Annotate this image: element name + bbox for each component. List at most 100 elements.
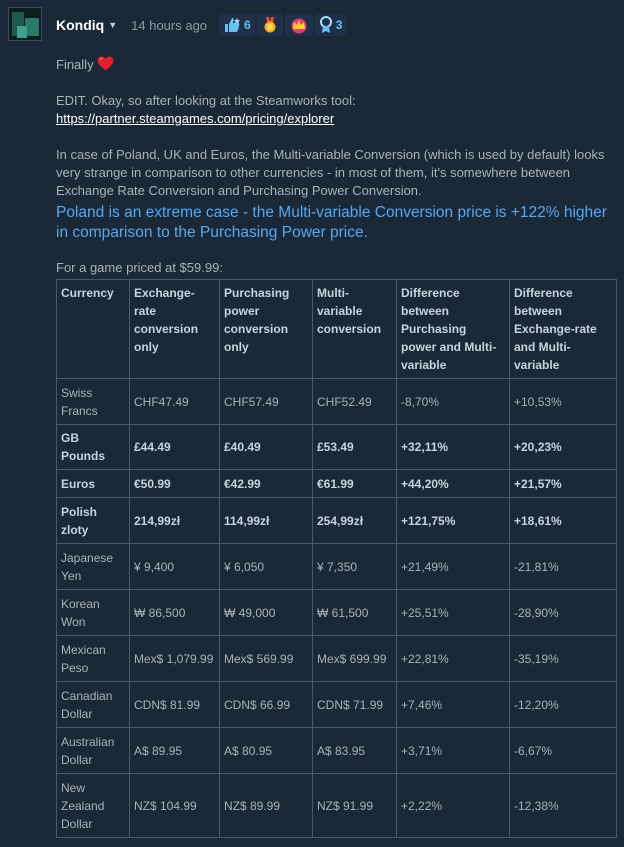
table-row: New Zealand Dollar NZ$ 104.99 NZ$ 89.99 NZ$…: [56, 773, 617, 838]
cell-diff-exchange: -6,67%: [509, 727, 617, 774]
price-table: Currency Exchange-rate conversion only P…: [56, 279, 617, 838]
cell-diff-purchasing: +7,46%: [396, 681, 510, 728]
cell-diff-exchange: +20,23%: [509, 424, 617, 470]
cell-currency: Swiss Francs: [56, 378, 130, 425]
cell-diff-purchasing: +22,81%: [396, 635, 510, 682]
cell-currency: Korean Won: [56, 589, 130, 636]
cell-diff-purchasing: +21,49%: [396, 543, 510, 590]
cell-purchasing-power: ¥ 6,050: [219, 543, 313, 590]
cell-multi-variable: CDN$ 71.99: [312, 681, 397, 728]
text-line: Finally: [56, 56, 616, 74]
table-row: GB Pounds £44.49 £40.49 £53.49 +32,11% +20,23…: [56, 424, 617, 470]
header-diff-exchange: Difference between Exchange-rate and Mul…: [509, 279, 617, 379]
table-row: Mexican Peso Mex$ 1,079.99 Mex$ 569.99 Mex$…: [56, 635, 617, 682]
award-thumbs-up[interactable]: 6: [219, 14, 255, 36]
table-row: Swiss Francs CHF47.49 CHF57.49 CHF52.49 -8,7…: [56, 378, 617, 425]
cell-purchasing-power: Mex$ 569.99: [219, 635, 313, 682]
cell-diff-purchasing: +2,22%: [396, 773, 510, 838]
heart-icon: [97, 56, 114, 71]
avatar[interactable]: [8, 7, 42, 41]
header-diff-purchasing: Difference between Purchasing power and …: [396, 279, 510, 379]
table-row: Korean Won ₩ 86,500 ₩ 49,000 ₩ 61,500 +25,51…: [56, 589, 617, 636]
comment-header: Kondiq ▼ 14 hours ago 6: [56, 14, 348, 36]
highlight-paragraph: Poland is an extreme case - the Multi-va…: [56, 204, 607, 241]
cell-multi-variable: 254,99zł: [312, 497, 397, 544]
cell-exchange-rate: £44.49: [129, 424, 220, 470]
table-row: Japanese Yen ¥ 9,400 ¥ 6,050 ¥ 7,350 +21,49%…: [56, 543, 617, 590]
cell-multi-variable: ¥ 7,350: [312, 543, 397, 590]
gold-medal-award-icon: [264, 17, 276, 33]
cell-diff-exchange: +18,61%: [509, 497, 617, 544]
cell-multi-variable: A$ 83.95: [312, 727, 397, 774]
comment-body: Finally EDIT. Okay, so after looking at …: [56, 56, 617, 838]
cell-diff-exchange: +21,57%: [509, 469, 617, 498]
table-row: Canadian Dollar CDN$ 81.99 CDN$ 66.99 CDN$ …: [56, 681, 617, 728]
table-caption: For a game priced at $59.99:: [56, 260, 223, 275]
cell-diff-exchange: +10,53%: [509, 378, 617, 425]
cell-purchasing-power: ₩ 49,000: [219, 589, 313, 636]
cell-exchange-rate: €50.99: [129, 469, 220, 498]
cell-multi-variable: CHF52.49: [312, 378, 397, 425]
header-exchange-rate: Exchange-rate conversion only: [129, 279, 220, 379]
cell-diff-exchange: -12,20%: [509, 681, 617, 728]
cell-multi-variable: Mex$ 699.99: [312, 635, 397, 682]
cell-exchange-rate: CDN$ 81.99: [129, 681, 220, 728]
cell-purchasing-power: 114,99zł: [219, 497, 313, 544]
cell-purchasing-power: CHF57.49: [219, 378, 313, 425]
cell-exchange-rate: CHF47.49: [129, 378, 220, 425]
cell-diff-purchasing: +32,11%: [396, 424, 510, 470]
cell-diff-purchasing: -8,70%: [396, 378, 510, 425]
cell-multi-variable: ₩ 61,500: [312, 589, 397, 636]
cell-currency: Japanese Yen: [56, 543, 130, 590]
cell-multi-variable: €61.99: [312, 469, 397, 498]
award-count: 3: [335, 18, 343, 32]
cell-currency: Polish zloty: [56, 497, 130, 544]
ribbon-award-icon: [319, 16, 332, 33]
cell-currency: Mexican Peso: [56, 635, 130, 682]
table-row: Euros €50.99 €42.99 €61.99 +44,20% +21,57%: [56, 469, 617, 498]
header-currency: Currency: [56, 279, 130, 379]
award-medal[interactable]: [256, 14, 283, 36]
cell-currency: GB Pounds: [56, 424, 130, 470]
cell-exchange-rate: NZ$ 104.99: [129, 773, 220, 838]
award-count: 6: [244, 18, 251, 32]
header-multi-variable: Multi-variable conversion: [312, 279, 397, 379]
award-ribbon[interactable]: 3: [314, 14, 347, 36]
cell-diff-purchasing: +3,71%: [396, 727, 510, 774]
author-name[interactable]: Kondiq: [56, 17, 105, 33]
chevron-down-icon[interactable]: ▼: [108, 20, 118, 30]
header-purchasing-power: Purchasing power conversion only: [219, 279, 313, 379]
cell-diff-exchange: -35,19%: [509, 635, 617, 682]
table-row: Australian Dollar A$ 89.95 A$ 80.95 A$ 83.9…: [56, 727, 617, 774]
cell-exchange-rate: Mex$ 1,079.99: [129, 635, 220, 682]
cell-currency: Australian Dollar: [56, 727, 130, 774]
cell-purchasing-power: £40.49: [219, 424, 313, 470]
cell-currency: Euros: [56, 469, 130, 498]
edit-text: EDIT. Okay, so after looking at the Stea…: [56, 93, 356, 108]
cell-diff-purchasing: +121,75%: [396, 497, 510, 544]
cell-purchasing-power: €42.99: [219, 469, 313, 498]
cell-currency: Canadian Dollar: [56, 681, 130, 728]
cell-exchange-rate: A$ 89.95: [129, 727, 220, 774]
cell-diff-purchasing: +44,20%: [396, 469, 510, 498]
finally-text: Finally: [56, 57, 94, 72]
crown-award-icon: [291, 18, 307, 34]
cell-purchasing-power: A$ 80.95: [219, 727, 313, 774]
cell-exchange-rate: 214,99zł: [129, 497, 220, 544]
cell-purchasing-power: NZ$ 89.99: [219, 773, 313, 838]
explanation-paragraph: In case of Poland, UK and Euros, the Mul…: [56, 147, 605, 198]
award-crown[interactable]: [284, 14, 313, 36]
cell-multi-variable: £53.49: [312, 424, 397, 470]
pricing-explorer-link[interactable]: https://partner.steamgames.com/pricing/e…: [56, 111, 335, 126]
cell-diff-exchange: -28,90%: [509, 589, 617, 636]
cell-purchasing-power: CDN$ 66.99: [219, 681, 313, 728]
cell-diff-exchange: -12,38%: [509, 773, 617, 838]
timestamp: 14 hours ago: [131, 17, 208, 33]
cell-diff-exchange: -21,81%: [509, 543, 617, 590]
table-header-row: Currency Exchange-rate conversion only P…: [56, 279, 617, 379]
cell-exchange-rate: ¥ 9,400: [129, 543, 220, 590]
cell-exchange-rate: ₩ 86,500: [129, 589, 220, 636]
cell-currency: New Zealand Dollar: [56, 773, 130, 838]
cell-diff-purchasing: +25,51%: [396, 589, 510, 636]
